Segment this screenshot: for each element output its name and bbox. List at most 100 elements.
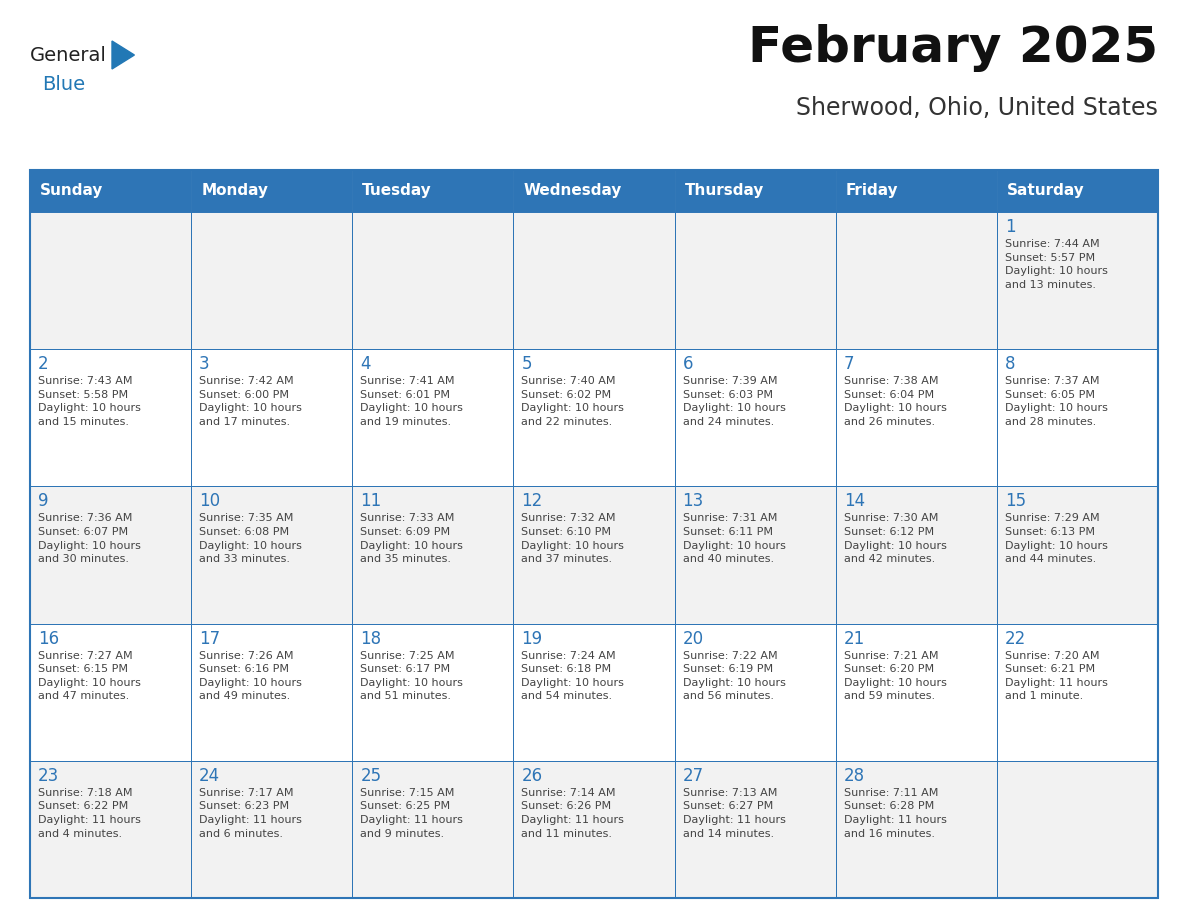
Text: Sunrise: 7:25 AM
Sunset: 6:17 PM
Daylight: 10 hours
and 51 minutes.: Sunrise: 7:25 AM Sunset: 6:17 PM Dayligh… [360,651,463,701]
Text: Friday: Friday [846,184,898,198]
Bar [30,212,191,349]
Text: 14: 14 [843,492,865,510]
Text: Sunrise: 7:20 AM
Sunset: 6:21 PM
Daylight: 11 hours
and 1 minute.: Sunrise: 7:20 AM Sunset: 6:21 PM Dayligh… [1005,651,1107,701]
Text: 17: 17 [200,630,220,647]
Bar [353,761,513,898]
Text: Sunrise: 7:18 AM
Sunset: 6:22 PM
Daylight: 11 hours
and 4 minutes.: Sunrise: 7:18 AM Sunset: 6:22 PM Dayligh… [38,788,141,839]
Text: Tuesday: Tuesday [362,184,432,198]
Text: 13: 13 [683,492,703,510]
Text: 27: 27 [683,767,703,785]
Text: 9: 9 [38,492,49,510]
Text: Sunrise: 7:26 AM
Sunset: 6:16 PM
Daylight: 10 hours
and 49 minutes.: Sunrise: 7:26 AM Sunset: 6:16 PM Dayligh… [200,651,302,701]
Text: Sunrise: 7:32 AM
Sunset: 6:10 PM
Daylight: 10 hours
and 37 minutes.: Sunrise: 7:32 AM Sunset: 6:10 PM Dayligh… [522,513,625,565]
Polygon shape [112,41,134,69]
Text: Sunrise: 7:14 AM
Sunset: 6:26 PM
Daylight: 11 hours
and 11 minutes.: Sunrise: 7:14 AM Sunset: 6:26 PM Dayligh… [522,788,625,839]
Bar [513,623,675,761]
Text: 24: 24 [200,767,220,785]
Text: 19: 19 [522,630,543,647]
Text: 10: 10 [200,492,220,510]
Bar [191,487,353,623]
Text: 8: 8 [1005,355,1016,374]
Text: Thursday: Thursday [684,184,764,198]
Text: Sunrise: 7:29 AM
Sunset: 6:13 PM
Daylight: 10 hours
and 44 minutes.: Sunrise: 7:29 AM Sunset: 6:13 PM Dayligh… [1005,513,1107,565]
Text: Sunrise: 7:30 AM
Sunset: 6:12 PM
Daylight: 10 hours
and 42 minutes.: Sunrise: 7:30 AM Sunset: 6:12 PM Dayligh… [843,513,947,565]
Text: Sunrise: 7:15 AM
Sunset: 6:25 PM
Daylight: 11 hours
and 9 minutes.: Sunrise: 7:15 AM Sunset: 6:25 PM Dayligh… [360,788,463,839]
Bar [353,487,513,623]
Text: 26: 26 [522,767,543,785]
Text: Sunrise: 7:33 AM
Sunset: 6:09 PM
Daylight: 10 hours
and 35 minutes.: Sunrise: 7:33 AM Sunset: 6:09 PM Dayligh… [360,513,463,565]
Bar [997,349,1158,487]
Text: Sunrise: 7:17 AM
Sunset: 6:23 PM
Daylight: 11 hours
and 6 minutes.: Sunrise: 7:17 AM Sunset: 6:23 PM Dayligh… [200,788,302,839]
Text: 5: 5 [522,355,532,374]
Bar [30,170,1158,898]
Bar [30,349,191,487]
Text: 1: 1 [1005,218,1016,236]
Text: 20: 20 [683,630,703,647]
Text: Sunrise: 7:22 AM
Sunset: 6:19 PM
Daylight: 10 hours
and 56 minutes.: Sunrise: 7:22 AM Sunset: 6:19 PM Dayligh… [683,651,785,701]
Bar [997,212,1158,349]
Bar [513,170,675,212]
Bar [675,212,835,349]
Bar [675,170,835,212]
Bar [997,761,1158,898]
Bar [675,761,835,898]
Bar [835,212,997,349]
Text: 23: 23 [38,767,59,785]
Bar [675,487,835,623]
Bar [675,349,835,487]
Text: 12: 12 [522,492,543,510]
Text: Sunrise: 7:42 AM
Sunset: 6:00 PM
Daylight: 10 hours
and 17 minutes.: Sunrise: 7:42 AM Sunset: 6:00 PM Dayligh… [200,376,302,427]
Text: Sunday: Sunday [40,184,103,198]
Bar [835,349,997,487]
Bar [513,487,675,623]
Bar [835,623,997,761]
Text: Sunrise: 7:11 AM
Sunset: 6:28 PM
Daylight: 11 hours
and 16 minutes.: Sunrise: 7:11 AM Sunset: 6:28 PM Dayligh… [843,788,947,839]
Text: 11: 11 [360,492,381,510]
Text: 4: 4 [360,355,371,374]
Text: Blue: Blue [42,75,86,95]
Bar [353,212,513,349]
Bar [191,212,353,349]
Bar [353,623,513,761]
Text: Sunrise: 7:40 AM
Sunset: 6:02 PM
Daylight: 10 hours
and 22 minutes.: Sunrise: 7:40 AM Sunset: 6:02 PM Dayligh… [522,376,625,427]
Bar [30,487,191,623]
Text: February 2025: February 2025 [748,24,1158,72]
Text: Sunrise: 7:37 AM
Sunset: 6:05 PM
Daylight: 10 hours
and 28 minutes.: Sunrise: 7:37 AM Sunset: 6:05 PM Dayligh… [1005,376,1107,427]
Text: Sunrise: 7:39 AM
Sunset: 6:03 PM
Daylight: 10 hours
and 24 minutes.: Sunrise: 7:39 AM Sunset: 6:03 PM Dayligh… [683,376,785,427]
Text: 15: 15 [1005,492,1026,510]
Text: Sherwood, Ohio, United States: Sherwood, Ohio, United States [796,96,1158,120]
Bar [513,212,675,349]
Bar [997,623,1158,761]
Text: Sunrise: 7:41 AM
Sunset: 6:01 PM
Daylight: 10 hours
and 19 minutes.: Sunrise: 7:41 AM Sunset: 6:01 PM Dayligh… [360,376,463,427]
Bar [513,349,675,487]
Bar [675,623,835,761]
Text: Sunrise: 7:21 AM
Sunset: 6:20 PM
Daylight: 10 hours
and 59 minutes.: Sunrise: 7:21 AM Sunset: 6:20 PM Dayligh… [843,651,947,701]
Text: Sunrise: 7:24 AM
Sunset: 6:18 PM
Daylight: 10 hours
and 54 minutes.: Sunrise: 7:24 AM Sunset: 6:18 PM Dayligh… [522,651,625,701]
Bar [513,761,675,898]
Text: Wednesday: Wednesday [524,184,621,198]
Text: 16: 16 [38,630,59,647]
Text: 6: 6 [683,355,693,374]
Text: Sunrise: 7:31 AM
Sunset: 6:11 PM
Daylight: 10 hours
and 40 minutes.: Sunrise: 7:31 AM Sunset: 6:11 PM Dayligh… [683,513,785,565]
Bar [191,349,353,487]
Text: 22: 22 [1005,630,1026,647]
Bar [191,761,353,898]
Bar [30,170,191,212]
Text: 21: 21 [843,630,865,647]
Text: 3: 3 [200,355,210,374]
Bar [30,761,191,898]
Text: General: General [30,46,107,64]
Text: Monday: Monday [201,184,268,198]
Bar [353,349,513,487]
Bar [30,623,191,761]
Bar [835,170,997,212]
Text: Sunrise: 7:13 AM
Sunset: 6:27 PM
Daylight: 11 hours
and 14 minutes.: Sunrise: 7:13 AM Sunset: 6:27 PM Dayligh… [683,788,785,839]
Bar [997,170,1158,212]
Bar [835,761,997,898]
Text: 18: 18 [360,630,381,647]
Text: Sunrise: 7:27 AM
Sunset: 6:15 PM
Daylight: 10 hours
and 47 minutes.: Sunrise: 7:27 AM Sunset: 6:15 PM Dayligh… [38,651,141,701]
Bar [191,170,353,212]
Text: 25: 25 [360,767,381,785]
Bar [353,170,513,212]
Bar [835,487,997,623]
